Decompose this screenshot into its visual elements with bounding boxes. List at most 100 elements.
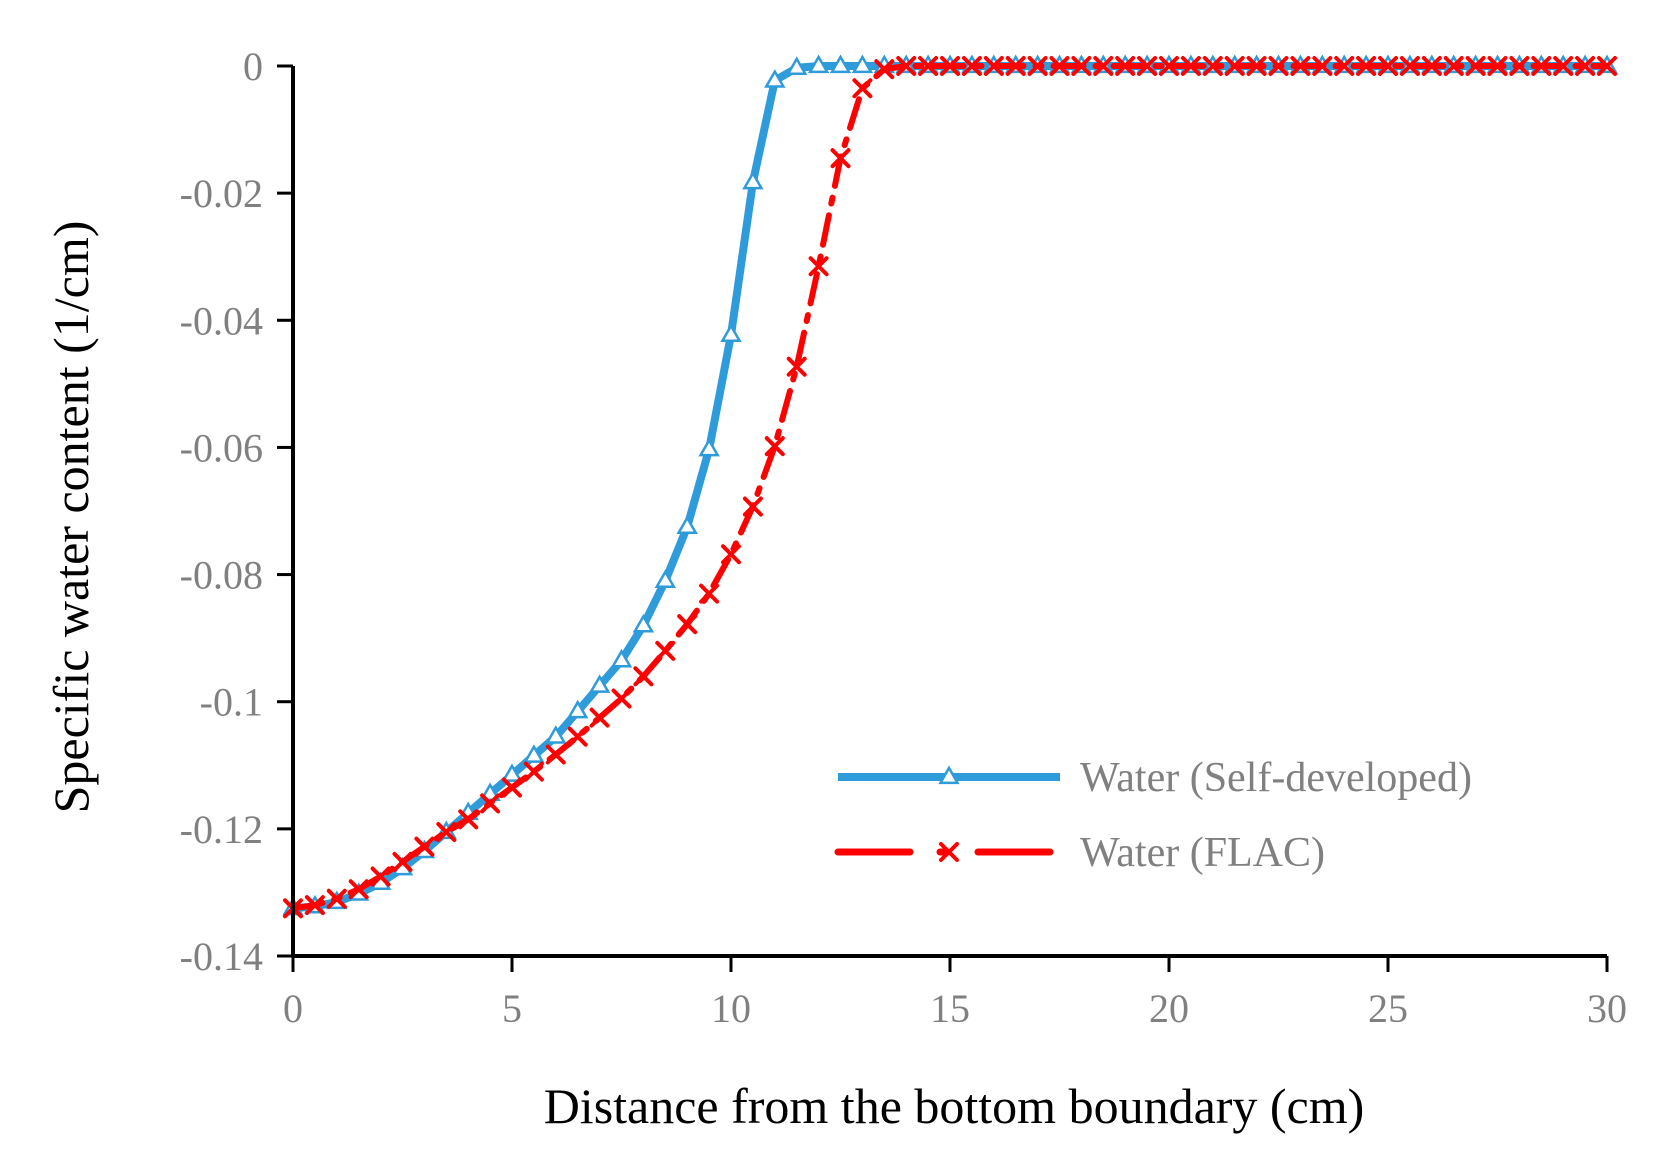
x-marker-stroke <box>523 761 544 782</box>
x-marker-stroke <box>370 866 391 887</box>
x-marker-stroke <box>830 148 851 169</box>
data-point <box>632 613 655 633</box>
x-marker-stroke <box>1159 56 1179 76</box>
x-marker-stroke <box>436 822 457 843</box>
x-marker-stroke <box>742 496 763 517</box>
data-point <box>1049 56 1070 76</box>
data-point <box>896 56 917 76</box>
legend-marker <box>939 842 959 862</box>
data-point <box>983 56 1004 76</box>
data-point <box>304 895 325 916</box>
x-marker-stroke <box>1487 56 1508 76</box>
data-point <box>545 744 566 765</box>
x-marker-stroke <box>1312 56 1333 76</box>
x-marker-stroke <box>304 895 325 916</box>
data-point <box>523 761 544 782</box>
legend-label-flac: Water (FLAC) <box>1080 830 1325 876</box>
legend: Water (Self-developed) Water (FLAC) <box>834 755 1472 876</box>
data-point <box>655 640 676 661</box>
data-point <box>807 54 830 74</box>
x-marker-stroke <box>1421 56 1442 76</box>
x-marker-stroke <box>458 809 479 830</box>
x-marker-stroke <box>786 356 807 377</box>
data-point <box>1553 56 1574 76</box>
x-tick-label: 30 <box>1587 986 1627 1031</box>
x-marker-stroke <box>1115 56 1136 76</box>
data-point <box>502 777 522 798</box>
data-point <box>764 436 785 457</box>
data-point <box>851 54 874 74</box>
data-point <box>326 888 347 909</box>
x-marker-stroke <box>502 777 522 798</box>
data-point <box>699 583 720 604</box>
series-layer <box>282 54 1618 919</box>
data-point <box>1290 56 1311 76</box>
x-marker-stroke <box>567 726 588 747</box>
data-point <box>1597 56 1617 76</box>
x-marker-stroke <box>1246 56 1267 76</box>
data-point <box>1071 56 1092 76</box>
data-point <box>1159 56 1179 76</box>
data-point <box>589 707 610 728</box>
x-tick-label: 15 <box>930 986 970 1031</box>
x-marker-stroke <box>1290 56 1311 76</box>
x-marker-stroke <box>1071 56 1092 76</box>
data-point <box>698 437 720 457</box>
x-marker-stroke <box>1597 56 1617 76</box>
data-point <box>1575 56 1596 76</box>
y-tick-label: -0.14 <box>180 934 263 979</box>
x-marker-stroke <box>808 256 829 277</box>
y-tick-label: -0.1 <box>200 680 263 725</box>
data-point <box>874 59 895 80</box>
legend-swatch-self-developed <box>838 765 1060 785</box>
data-point <box>436 822 457 843</box>
data-point <box>1487 56 1508 76</box>
x-marker-stroke <box>348 879 369 900</box>
x-marker-stroke <box>1049 56 1070 76</box>
y-tick-label: -0.02 <box>180 171 263 216</box>
data-point <box>348 879 369 900</box>
y-tick-label: -0.06 <box>180 425 263 470</box>
x-marker-stroke <box>852 78 873 99</box>
x-marker-stroke <box>633 666 654 687</box>
x-axis-title: Distance from the bottom boundary (cm) <box>544 1078 1365 1134</box>
data-point <box>676 515 698 534</box>
x-marker-stroke <box>1093 56 1114 76</box>
data-point <box>1224 56 1245 76</box>
x-tick-label: 5 <box>502 986 522 1031</box>
x-marker-stroke <box>655 640 676 661</box>
x-marker-stroke <box>940 56 960 76</box>
data-point <box>611 688 632 709</box>
data-point <box>1115 56 1136 76</box>
data-point <box>961 56 982 76</box>
y-tick-label: 0 <box>243 44 263 89</box>
x-marker-stroke <box>699 583 720 604</box>
y-tick-label: -0.12 <box>180 807 263 852</box>
x-marker-stroke <box>611 688 632 709</box>
data-point <box>1027 56 1048 76</box>
data-point <box>1005 56 1026 76</box>
x-marker-stroke <box>1224 56 1245 76</box>
ticks-layer: 0 -0.02 -0.04 -0.06 -0.08 -0.1 -0.12 -0.14 0 5 10 1… <box>180 44 1627 1031</box>
x-marker-stroke <box>1005 56 1026 76</box>
x-marker-stroke <box>1027 56 1048 76</box>
x-marker-stroke <box>874 59 895 80</box>
x-marker-stroke <box>918 56 939 76</box>
x-marker-stroke <box>326 888 347 909</box>
x-marker-stroke <box>677 614 698 635</box>
data-point <box>610 648 633 668</box>
x-tick-label: 20 <box>1149 986 1189 1031</box>
data-point <box>830 148 851 169</box>
x-marker-stroke <box>721 544 741 565</box>
data-point <box>588 674 611 693</box>
legend-item-self-developed: Water (Self-developed) <box>838 755 1472 801</box>
x-marker-stroke <box>1180 56 1201 76</box>
x-marker-stroke <box>545 744 566 765</box>
data-point <box>545 725 567 744</box>
y-tick-label: -0.04 <box>180 298 263 343</box>
x-marker-stroke <box>392 851 413 872</box>
x-marker-stroke <box>1356 56 1377 76</box>
data-point <box>1202 56 1223 76</box>
y-axis-title: Specific water content (1/cm) <box>43 221 99 814</box>
x-marker-stroke <box>896 56 917 76</box>
